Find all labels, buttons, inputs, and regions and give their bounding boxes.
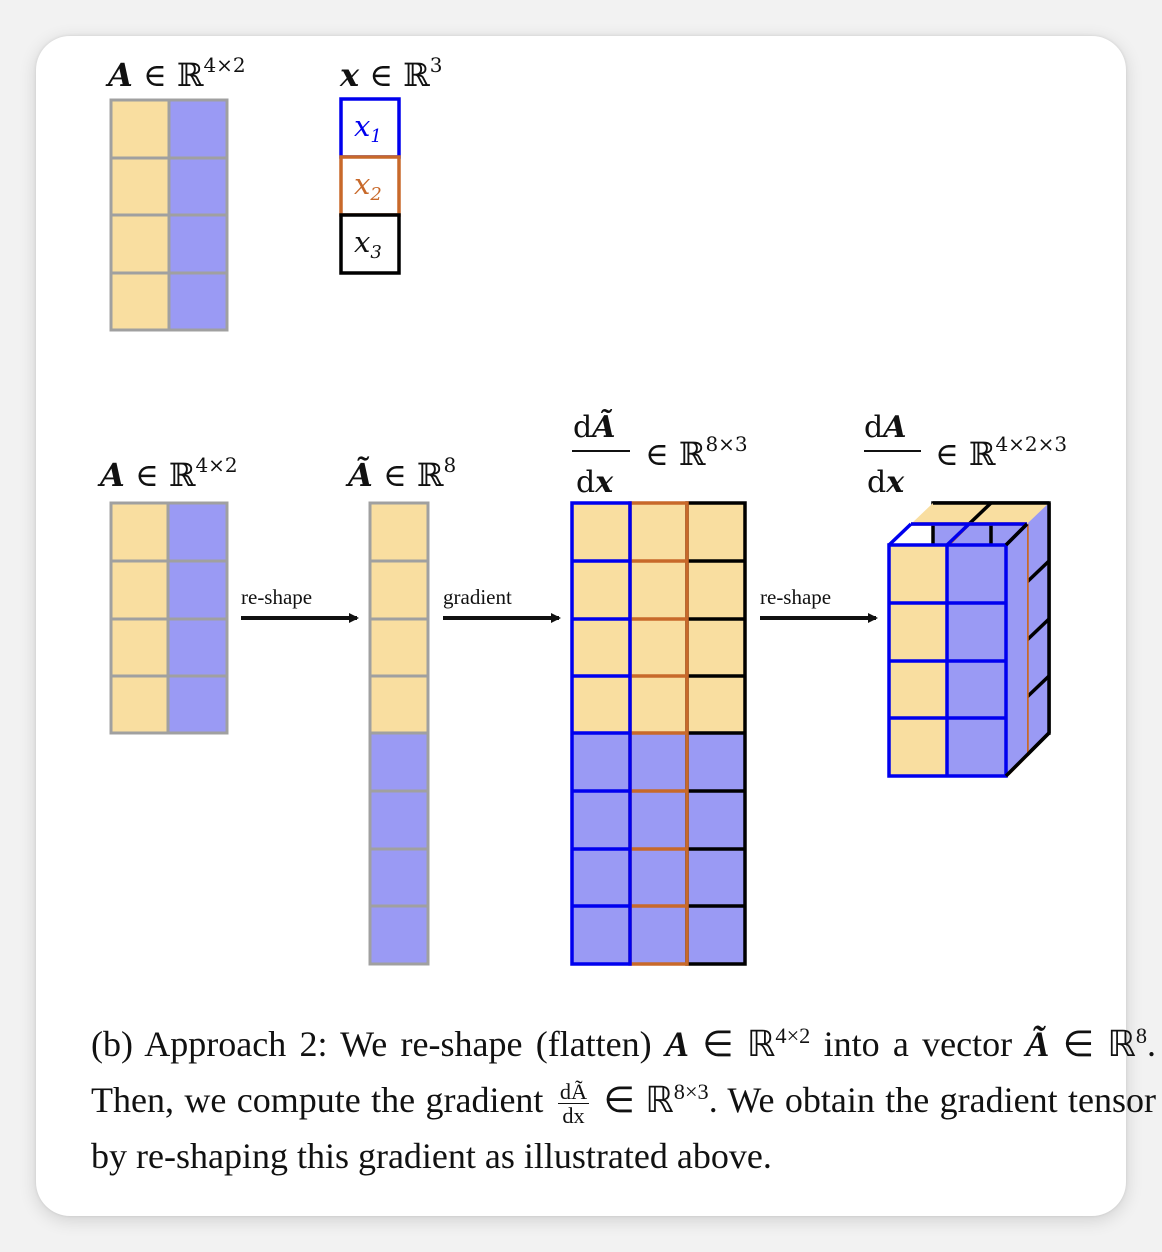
flattened-vector — [368, 501, 430, 966]
svg-text:dÃ: dÃ — [573, 409, 616, 445]
jacobian-label: dÃ dx ∈ ℝ8×3 — [572, 409, 748, 500]
figure-card: A ∈ ℝ4×2 x ∈ ℝ3 x1 x2 x3 A ∈ ℝ4×2 — [36, 36, 1156, 1216]
arrow-reshape-1: re-shape — [241, 585, 359, 623]
bottom-matrix-a — [109, 501, 229, 735]
svg-text:dA: dA — [864, 410, 907, 445]
tensor-label: dA dx ∈ ℝ4×2×3 — [864, 410, 1067, 500]
svg-text:dx: dx — [867, 465, 905, 500]
svg-text:dx: dx — [576, 465, 614, 500]
svg-text:gradient: gradient — [443, 585, 512, 609]
bottom-matrix-label: A ∈ ℝ4×2 — [97, 453, 238, 494]
top-matrix-a — [109, 98, 229, 332]
svg-text:∈ ℝ8×3: ∈ ℝ8×3 — [645, 432, 748, 473]
entry-x2: x2 — [354, 167, 382, 205]
entry-x3: x3 — [354, 225, 382, 263]
top-vector-x — [339, 97, 401, 275]
arrow-reshape-2: re-shape — [760, 585, 878, 623]
svg-text:∈ ℝ4×2×3: ∈ ℝ4×2×3 — [935, 432, 1067, 473]
caption-fraction: dÃ dx — [557, 1078, 590, 1129]
arrow-gradient: gradient — [443, 585, 561, 623]
jacobian-matrix — [570, 501, 747, 966]
figure-caption: (b) Approach 2: We re-shape (flatten) A … — [91, 1023, 1157, 1176]
diagram: A ∈ ℝ4×2 x ∈ ℝ3 x1 x2 x3 A ∈ ℝ4×2 — [97, 53, 1067, 966]
flattened-vector-label: Ã ∈ ℝ8 — [345, 453, 456, 494]
top-matrix-label: A ∈ ℝ4×2 — [105, 53, 246, 94]
gradient-tensor — [887, 501, 1051, 778]
top-vector-label: x ∈ ℝ3 — [339, 53, 442, 94]
svg-text:re-shape: re-shape — [760, 585, 831, 609]
svg-text:re-shape: re-shape — [241, 585, 312, 609]
entry-x1: x1 — [354, 109, 382, 147]
